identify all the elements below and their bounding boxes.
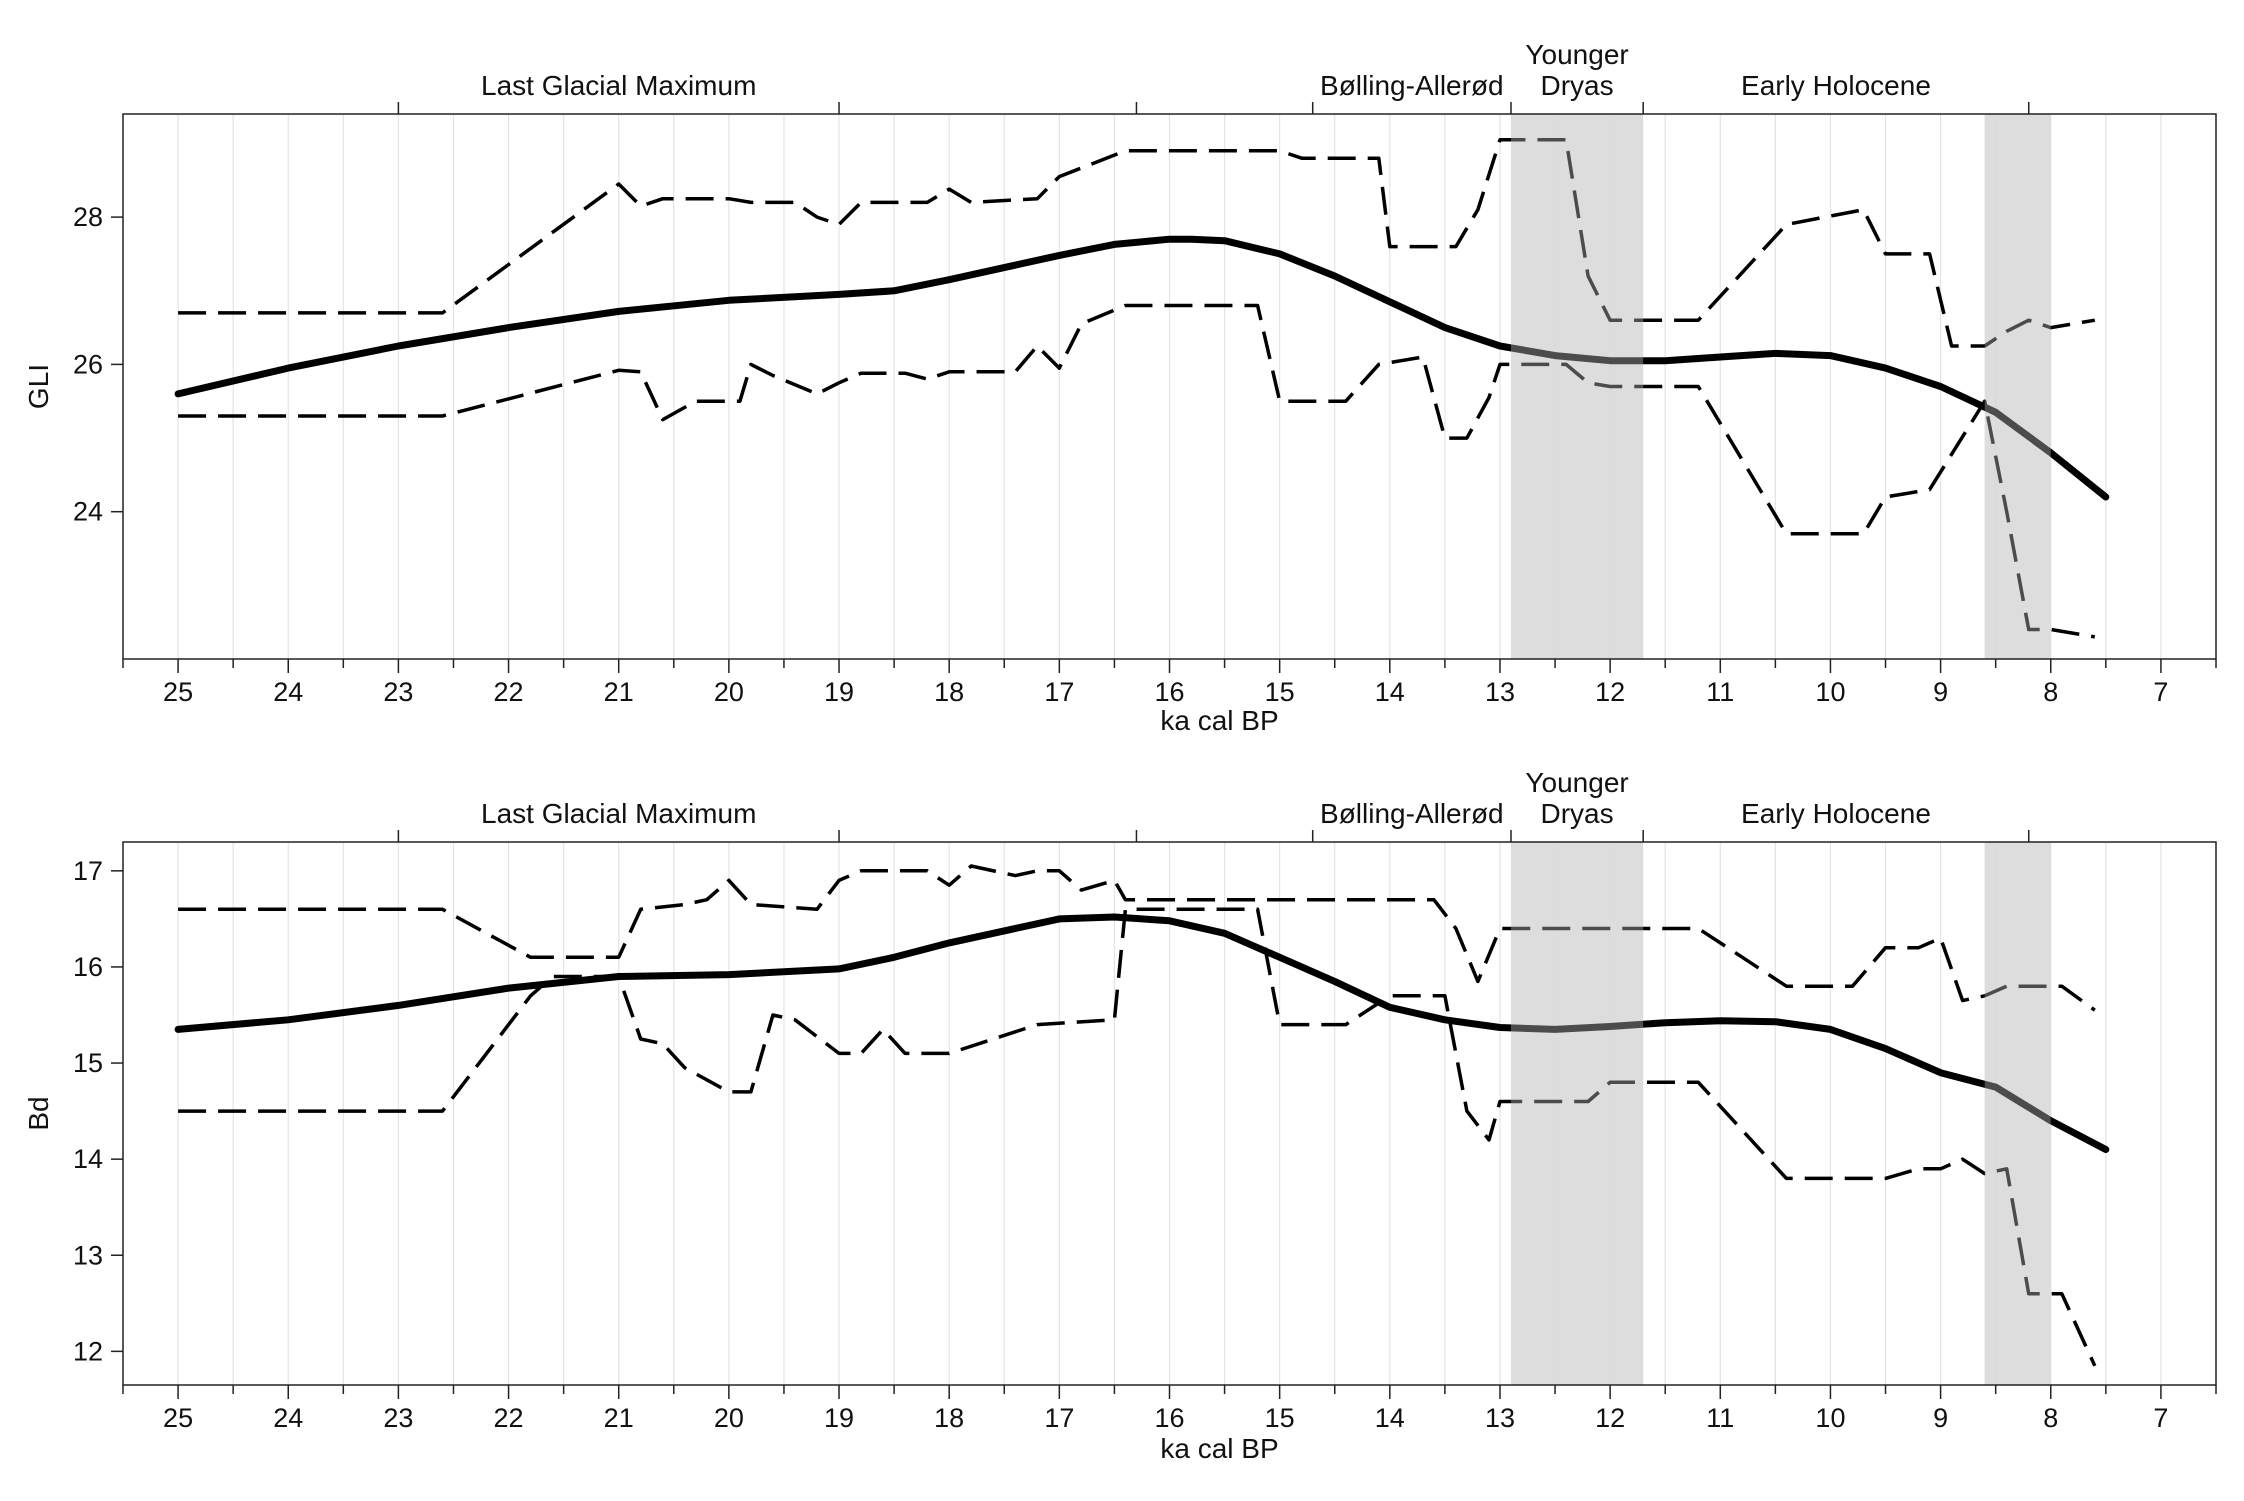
x-tick-label: 13 [1485, 677, 1515, 707]
series-line-1 [174, 913, 2110, 1153]
y-tick-label: 12 [73, 1336, 103, 1366]
x-tick-label: 16 [1154, 1403, 1184, 1433]
y-tick-label: 24 [73, 497, 103, 527]
shaded-overlay-1 [1510, 114, 1644, 659]
x-tick-label: 20 [714, 1403, 744, 1433]
x-tick-label: 9 [1933, 677, 1948, 707]
y-axis-label: Bd [23, 1096, 54, 1130]
shaded-interval-1 [1510, 842, 1644, 1385]
x-tick-label: 11 [1706, 1403, 1734, 1433]
x-tick-label: 21 [604, 1403, 634, 1433]
chart-panel-2: 25 24 23 22 21 20 19 18 17 16 15 14 13 12 11 10 9 8 7 12 13 1… [23, 767, 2217, 1464]
x-tick-label: 22 [494, 677, 524, 707]
series-line-1 [174, 235, 2110, 501]
shaded-overlay-2 [1984, 114, 2051, 659]
y-tick-label: 26 [73, 349, 103, 379]
period-label: Last Glacial Maximum [481, 70, 756, 101]
x-tick-label: 23 [383, 677, 413, 707]
x-tick-label: 9 [1933, 1403, 1948, 1433]
x-tick-label: 19 [824, 677, 854, 707]
shaded-overlay-1 [1510, 842, 1644, 1385]
x-tick-label: 11 [1706, 677, 1734, 707]
x-axis-label: ka cal BP [1160, 705, 1278, 736]
period-label: Younger [1525, 39, 1628, 70]
shaded-overlay-2 [1984, 842, 2051, 1385]
x-tick-label: 21 [604, 677, 634, 707]
y-tick-label: 15 [73, 1048, 103, 1078]
period-label: Dryas [1541, 70, 1614, 101]
x-tick-label: 23 [383, 1403, 413, 1433]
x-tick-label: 17 [1044, 677, 1074, 707]
period-label: Last Glacial Maximum [481, 798, 756, 829]
x-tick-label: 25 [163, 677, 193, 707]
x-tick-label: 18 [934, 1403, 964, 1433]
shaded-interval-2 [1984, 114, 2051, 659]
y-tick-label: 16 [73, 952, 103, 982]
x-tick-label: 20 [714, 677, 744, 707]
x-tick-label: 10 [1815, 1403, 1845, 1433]
y-tick-label: 13 [73, 1240, 103, 1270]
x-tick-label: 7 [2153, 1403, 2168, 1433]
period-label: Dryas [1541, 798, 1614, 829]
x-tick-label: 15 [1265, 677, 1295, 707]
y-tick-label: 28 [73, 202, 103, 232]
x-tick-label: 12 [1595, 677, 1625, 707]
x-tick-label: 19 [824, 1403, 854, 1433]
x-tick-label: 10 [1815, 677, 1845, 707]
period-label: Early Holocene [1741, 70, 1931, 101]
x-tick-label: 17 [1044, 1403, 1074, 1433]
x-tick-label: 12 [1595, 1403, 1625, 1433]
x-tick-label: 8 [2043, 1403, 2058, 1433]
x-tick-label: 22 [494, 1403, 524, 1433]
y-axis-label: GLI [23, 364, 54, 409]
y-tick-label: 14 [73, 1144, 103, 1174]
y-tick-label: 17 [73, 856, 103, 886]
x-tick-label: 25 [163, 1403, 193, 1433]
series-line-2 [178, 138, 2096, 348]
series-line-3 [178, 303, 2096, 639]
period-label: Younger [1525, 767, 1628, 798]
x-tick-label: 8 [2043, 677, 2058, 707]
x-tick-label: 14 [1375, 1403, 1405, 1433]
x-tick-label: 13 [1485, 1403, 1515, 1433]
period-label: Bølling-Allerød [1320, 70, 1504, 101]
x-tick-label: 18 [934, 677, 964, 707]
series-line-2 [178, 864, 2096, 1012]
x-axis-label: ka cal BP [1160, 1433, 1278, 1464]
x-tick-label: 24 [273, 677, 303, 707]
x-tick-label: 24 [273, 1403, 303, 1433]
x-tick-label: 14 [1375, 677, 1405, 707]
x-tick-label: 7 [2153, 677, 2168, 707]
x-tick-label: 15 [1265, 1403, 1295, 1433]
period-label: Early Holocene [1741, 798, 1931, 829]
period-label: Bølling-Allerød [1320, 798, 1504, 829]
x-tick-label: 16 [1154, 677, 1184, 707]
series-line-3 [178, 907, 2097, 1367]
chart-panel-1: 25 24 23 22 21 20 19 18 17 16 15 14 13 12 11 10 9 8 7 24 26 2… [23, 39, 2217, 736]
